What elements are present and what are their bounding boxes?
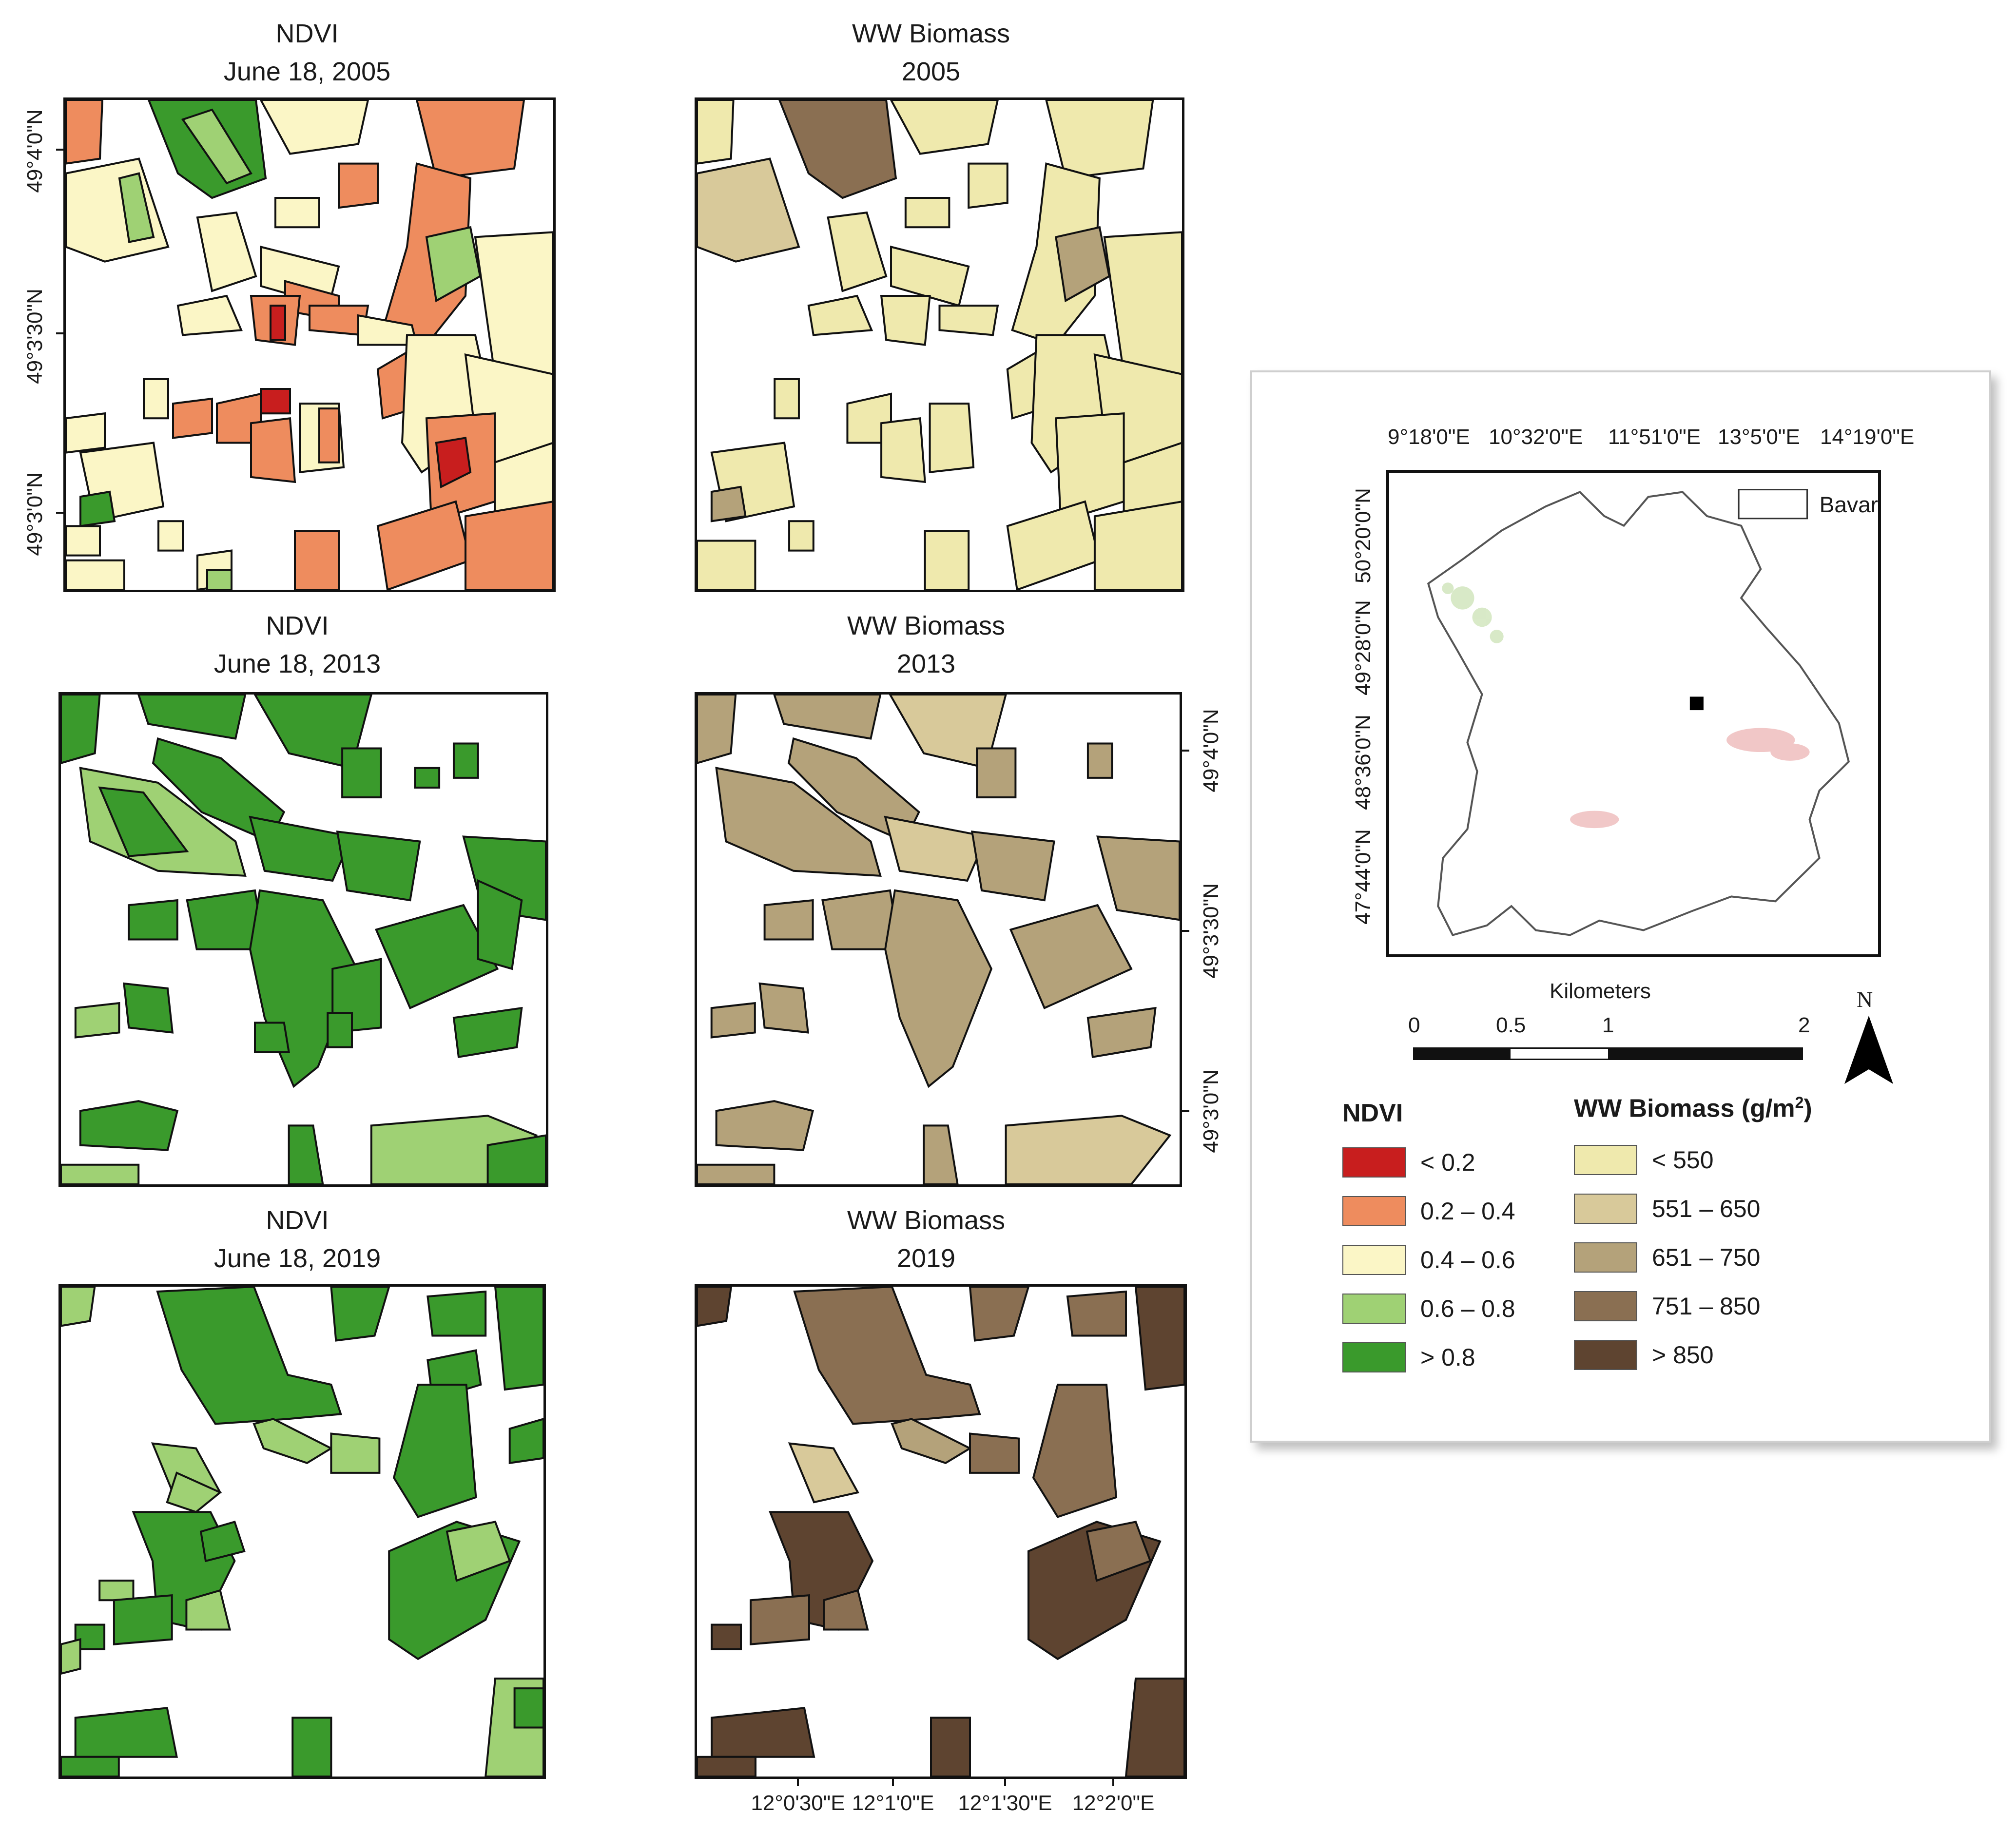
biomass-legend-label: < 550 <box>1652 1146 1714 1174</box>
north-arrow-icon <box>1844 1016 1893 1084</box>
lat-label: 49°4'0"N <box>23 109 47 193</box>
map-ndvi-2005-fields <box>66 100 553 590</box>
scalebar-label-2: 2 <box>1798 1013 1810 1037</box>
tick-mark <box>1182 750 1189 752</box>
ndvi-legend-label: 0.2 – 0.4 <box>1420 1198 1515 1225</box>
biomass-heading-sup: 2 <box>1795 1094 1804 1111</box>
map-title-line2: June 18, 2013 <box>213 649 381 678</box>
lon-label: 12°2'0"E <box>1072 1791 1155 1815</box>
bavaria-legend-swatch <box>1738 489 1808 520</box>
map-ndvi-2013-fields <box>61 695 546 1184</box>
tick-mark <box>56 149 63 151</box>
map-title-line1: NDVI <box>266 1206 329 1235</box>
ndvi-legend-label: 0.6 – 0.8 <box>1420 1295 1515 1322</box>
inset-lon-label: 10°32'0"E <box>1489 425 1583 449</box>
inset-lon-label: 14°19'0"E <box>1820 425 1915 449</box>
map-title-line2: 2005 <box>901 57 961 86</box>
ndvi-legend-label: 0.4 – 0.6 <box>1420 1246 1515 1274</box>
map-title-line1: NDVI <box>275 19 339 48</box>
tick-mark <box>56 332 63 334</box>
biomass-heading-text: WW Biomass (g/m <box>1574 1094 1795 1123</box>
biomass-legend-label: 551 – 650 <box>1652 1195 1761 1222</box>
biomass-heading-close: ) <box>1803 1094 1812 1123</box>
tick-mark <box>1112 1779 1114 1786</box>
map-title-line1: WW Biomass <box>847 1206 1005 1235</box>
study-area-marker <box>1689 696 1704 711</box>
biomass-legend-label: 751 – 850 <box>1652 1293 1761 1320</box>
scalebar-title: Kilometers <box>1550 979 1651 1003</box>
map-title-line2: 2019 <box>896 1244 956 1273</box>
map-title-ndvi-2019: NDVI June 18, 2019 <box>54 1201 541 1277</box>
inset-lat-label: 50°20'0"N <box>1351 488 1375 583</box>
lon-label: 12°0'30"E <box>751 1791 845 1815</box>
inset-lat-label: 47°44'0"N <box>1351 829 1375 925</box>
ndvi-legend-heading: NDVI <box>1342 1099 1403 1127</box>
map-biomass-2013 <box>695 692 1182 1187</box>
biomass-legend-label: > 850 <box>1652 1341 1714 1369</box>
biomass-legend-swatch <box>1574 1340 1637 1370</box>
map-ndvi-2019-fields <box>61 1287 543 1777</box>
map-title-biomass-2005: WW Biomass 2005 <box>687 15 1175 91</box>
lat-label: 49°3'30"N <box>1199 883 1223 979</box>
map-title-line2: 2013 <box>896 649 956 678</box>
north-arrow-label: N <box>1857 987 1873 1012</box>
map-biomass-2019-fields <box>697 1287 1184 1777</box>
map-title-biomass-2013: WW Biomass 2013 <box>682 607 1170 683</box>
locator-legend-panel: 9°18'0"E 10°32'0"E 11°51'0"E 13°5'0"E 14… <box>1250 370 1991 1443</box>
scalebar-label-1: 1 <box>1602 1013 1614 1037</box>
lon-label: 12°1'0"E <box>852 1791 934 1815</box>
map-title-line1: WW Biomass <box>847 611 1005 640</box>
ndvi-legend-swatch <box>1342 1196 1406 1226</box>
map-title-line1: WW Biomass <box>852 19 1010 48</box>
map-title-ndvi-2005: NDVI June 18, 2005 <box>63 15 551 91</box>
map-title-line2: June 18, 2005 <box>223 57 391 86</box>
map-title-line1: NDVI <box>266 611 329 640</box>
map-ndvi-2019 <box>58 1284 546 1779</box>
tick-mark <box>797 1779 799 1786</box>
map-title-biomass-2019: WW Biomass 2019 <box>682 1201 1170 1277</box>
ndvi-legend-swatch <box>1342 1245 1406 1275</box>
tick-mark <box>56 512 63 514</box>
scalebar-label-0: 0 <box>1408 1013 1420 1037</box>
map-biomass-2013-fields <box>697 695 1180 1184</box>
ndvi-legend-label: > 0.8 <box>1420 1344 1475 1371</box>
biomass-legend-swatch <box>1574 1242 1637 1273</box>
inset-lat-label: 48°36'0"N <box>1351 715 1375 810</box>
tick-mark <box>1004 1779 1006 1786</box>
bavaria-legend-label: Bavaria <box>1820 492 1878 517</box>
map-ndvi-2005 <box>63 97 556 592</box>
inset-lon-label: 9°18'0"E <box>1388 425 1470 449</box>
map-title-ndvi-2013: NDVI June 18, 2013 <box>54 607 541 683</box>
lat-label: 49°3'0"N <box>23 472 47 556</box>
inset-lon-label: 11°51'0"E <box>1608 425 1701 449</box>
map-biomass-2005 <box>695 97 1184 592</box>
lat-label: 49°3'30"N <box>23 289 47 384</box>
ndvi-legend-swatch <box>1342 1342 1406 1372</box>
scalebar-segment <box>1511 1049 1608 1059</box>
bavaria-outline: Bavaria <box>1427 489 1878 936</box>
scalebar-label-0-5: 0.5 <box>1496 1013 1526 1037</box>
biomass-legend-swatch <box>1574 1194 1637 1224</box>
tick-mark <box>1182 930 1189 932</box>
biomass-legend-label: 651 – 750 <box>1652 1244 1761 1271</box>
bavaria-locator-map: Bavaria <box>1386 470 1881 957</box>
ndvi-legend-label: < 0.2 <box>1420 1149 1475 1176</box>
biomass-legend-heading: WW Biomass (g/m2) <box>1574 1094 1812 1123</box>
inset-lon-label: 13°5'0"E <box>1718 425 1800 449</box>
ndvi-legend-swatch <box>1342 1294 1406 1324</box>
lat-label: 49°4'0"N <box>1199 709 1223 792</box>
biomass-legend-swatch <box>1574 1145 1637 1175</box>
tick-mark <box>1182 1110 1189 1112</box>
map-biomass-2005-fields <box>697 100 1182 590</box>
tick-mark <box>892 1779 894 1786</box>
map-ndvi-2013 <box>58 692 548 1187</box>
inset-lat-label: 49°28'0"N <box>1351 600 1375 695</box>
biomass-legend-swatch <box>1574 1291 1637 1321</box>
scalebar <box>1413 1047 1803 1060</box>
ndvi-legend-swatch <box>1342 1147 1406 1178</box>
map-biomass-2019 <box>695 1284 1187 1779</box>
map-title-line2: June 18, 2019 <box>213 1244 381 1273</box>
lon-label: 12°1'30"E <box>958 1791 1052 1815</box>
lat-label: 49°3'0"N <box>1199 1069 1223 1153</box>
